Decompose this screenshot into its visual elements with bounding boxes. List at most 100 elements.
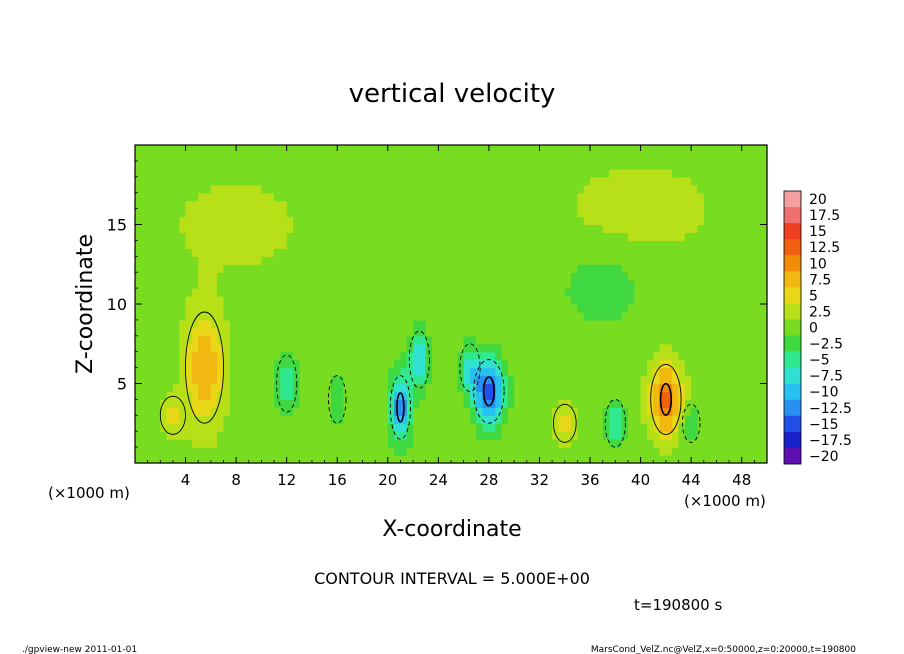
heatmap-cell bbox=[735, 439, 743, 448]
heatmap-cell bbox=[507, 176, 515, 186]
heatmap-cell bbox=[552, 160, 560, 170]
heatmap-cell bbox=[217, 367, 225, 377]
heatmap-cell bbox=[400, 343, 408, 353]
heatmap-cell bbox=[318, 343, 326, 353]
heatmap-cell bbox=[741, 224, 749, 234]
heatmap-cell bbox=[413, 351, 420, 361]
heatmap-cell bbox=[627, 399, 635, 408]
heatmap-cell bbox=[198, 415, 206, 424]
heatmap-cell bbox=[678, 391, 686, 400]
heatmap-cell bbox=[451, 208, 458, 218]
heatmap-cell bbox=[261, 455, 269, 464]
heatmap-cell bbox=[583, 145, 591, 154]
heatmap-cell bbox=[394, 232, 402, 241]
heatmap-cell bbox=[697, 240, 705, 249]
heatmap-cell bbox=[153, 327, 161, 337]
heatmap-cell bbox=[501, 343, 509, 353]
heatmap-cell bbox=[274, 407, 281, 416]
heatmap-cell bbox=[191, 455, 199, 464]
heatmap-cell bbox=[293, 288, 300, 297]
heatmap-cell bbox=[710, 439, 718, 448]
heatmap-cell bbox=[583, 304, 591, 313]
heatmap-cell bbox=[590, 145, 597, 154]
heatmap-cell bbox=[514, 216, 522, 226]
heatmap-cell bbox=[141, 383, 149, 393]
heatmap-cell bbox=[198, 455, 206, 464]
heatmap-cell bbox=[495, 176, 503, 186]
colorbar-label: 12.5 bbox=[809, 240, 840, 256]
heatmap-cell bbox=[659, 240, 667, 249]
heatmap-cell bbox=[672, 311, 680, 321]
heatmap-cell bbox=[634, 168, 642, 178]
heatmap-cell bbox=[735, 176, 743, 186]
heatmap-cell bbox=[368, 152, 376, 162]
heatmap-cell bbox=[482, 152, 490, 162]
heatmap-cell bbox=[691, 296, 699, 305]
heatmap-cell bbox=[394, 264, 402, 273]
heatmap-cell bbox=[210, 351, 218, 361]
heatmap-cell bbox=[476, 272, 484, 281]
heatmap-cell bbox=[710, 272, 718, 281]
heatmap-cell bbox=[741, 240, 749, 249]
heatmap-cell bbox=[457, 248, 465, 257]
heatmap-cell bbox=[438, 232, 446, 241]
heatmap-cell bbox=[343, 192, 351, 202]
heatmap-cell bbox=[615, 256, 623, 265]
heatmap-cell bbox=[255, 224, 262, 234]
heatmap-cell bbox=[627, 160, 635, 170]
heatmap-cell bbox=[621, 184, 629, 194]
heatmap-cell bbox=[451, 423, 458, 432]
heatmap-cell bbox=[741, 319, 749, 329]
heatmap-cell bbox=[311, 319, 319, 329]
heatmap-cell bbox=[261, 367, 269, 377]
heatmap-cell bbox=[735, 319, 743, 329]
heatmap-cell bbox=[210, 296, 218, 305]
heatmap-cell bbox=[406, 288, 414, 297]
heatmap-cell bbox=[274, 439, 281, 448]
heatmap-cell bbox=[469, 399, 477, 408]
heatmap-cell bbox=[627, 208, 635, 218]
heatmap-cell bbox=[520, 335, 528, 345]
heatmap-cell bbox=[223, 208, 231, 218]
heatmap-cell bbox=[526, 431, 534, 440]
heatmap-cell bbox=[596, 145, 604, 154]
heatmap-cell bbox=[185, 351, 193, 361]
heatmap-cell bbox=[210, 367, 218, 377]
heatmap-cell bbox=[659, 304, 667, 313]
heatmap-cell bbox=[261, 224, 269, 234]
heatmap-cell bbox=[735, 184, 743, 194]
heatmap-cell bbox=[476, 192, 484, 202]
heatmap-cell bbox=[255, 423, 262, 432]
heatmap-cell bbox=[330, 391, 338, 400]
heatmap-cell bbox=[533, 415, 541, 424]
heatmap-cell bbox=[463, 423, 471, 432]
heatmap-cell bbox=[375, 152, 383, 162]
heatmap-cell bbox=[533, 256, 541, 265]
heatmap-cell bbox=[602, 248, 610, 257]
heatmap-cell bbox=[236, 383, 244, 393]
heatmap-cell bbox=[236, 399, 244, 408]
heatmap-cell bbox=[710, 240, 718, 249]
heatmap-cell bbox=[514, 152, 522, 162]
heatmap-cell bbox=[311, 367, 319, 377]
heatmap-cell bbox=[362, 296, 370, 305]
heatmap-cell bbox=[748, 335, 755, 345]
heatmap-cell bbox=[646, 327, 654, 337]
heatmap-cell bbox=[729, 232, 736, 241]
heatmap-cell bbox=[172, 176, 180, 186]
heatmap-cell bbox=[135, 192, 142, 202]
heatmap-cell bbox=[564, 367, 572, 377]
heatmap-cell bbox=[248, 145, 256, 154]
heatmap-cell bbox=[710, 176, 718, 186]
heatmap-cell bbox=[432, 351, 439, 361]
heatmap-cell bbox=[476, 168, 484, 178]
heatmap-cell bbox=[634, 288, 642, 297]
heatmap-cell bbox=[413, 431, 420, 440]
heatmap-cell bbox=[147, 248, 155, 257]
heatmap-cell bbox=[229, 367, 237, 377]
heatmap-cell bbox=[520, 160, 528, 170]
heatmap-cell bbox=[691, 327, 699, 337]
heatmap-cell bbox=[217, 240, 225, 249]
heatmap-cell bbox=[482, 256, 490, 265]
heatmap-cell bbox=[135, 152, 142, 162]
